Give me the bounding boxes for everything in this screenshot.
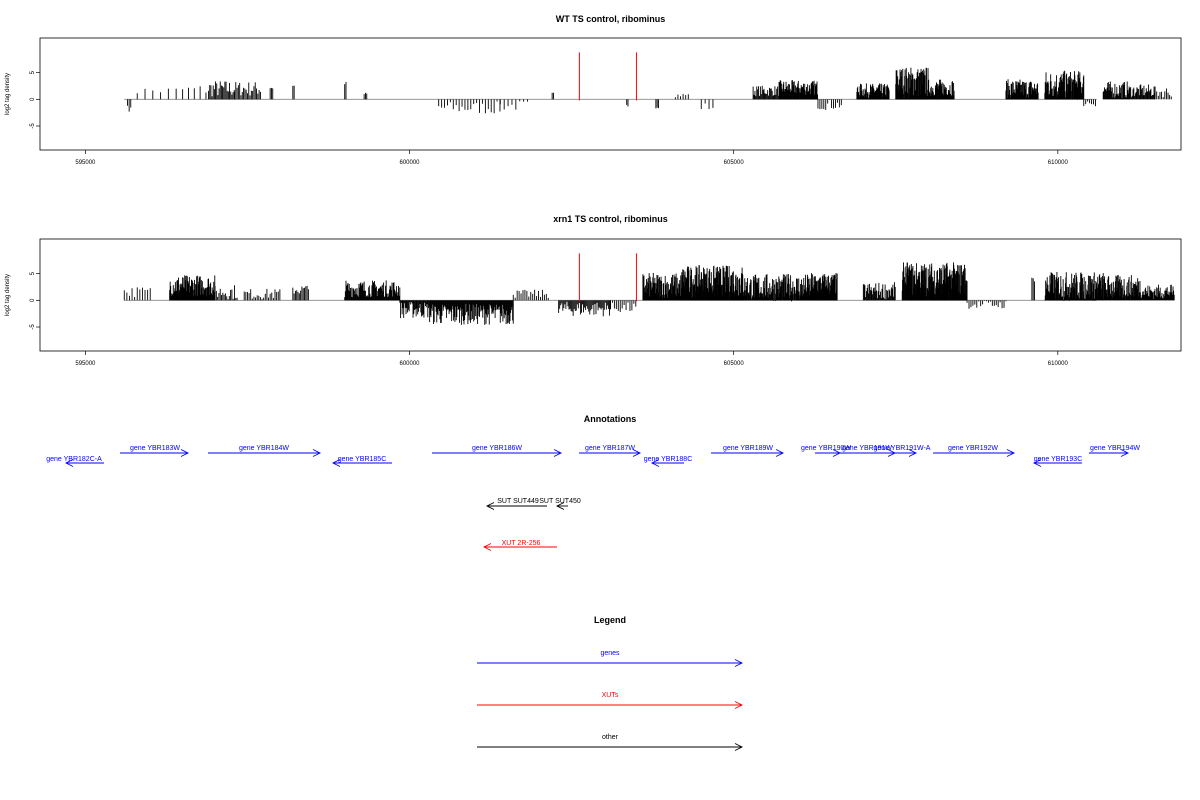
feature-arrow-head — [650, 459, 660, 467]
feature-label: gene YBR191W-A — [874, 445, 931, 452]
signal-panel: xrn1 TS control, ribominus log2 tag densi… — [5, 214, 1182, 367]
annotation-feature: gene YBR182C-A — [46, 456, 104, 467]
y-axis-label: log2 tag density — [5, 73, 11, 115]
feature-arrow-head — [64, 459, 74, 467]
feature-label: gene YBR184W — [239, 445, 289, 452]
x-tick-label: 610000 — [1048, 160, 1069, 166]
y-tick-label: 0 — [30, 97, 36, 101]
legend-label: other — [602, 734, 619, 741]
x-tick-label: 605000 — [724, 361, 745, 367]
plot-frame — [39, 37, 1182, 151]
feature-label: gene YBR188C — [644, 456, 693, 463]
annotations-title: Annotations — [584, 414, 637, 424]
annotation-feature: gene YBR194W — [1089, 445, 1140, 457]
legend-entry: other — [477, 734, 744, 751]
feature-arrow-head — [908, 449, 918, 457]
feature-arrow-head — [180, 449, 190, 457]
annotation-feature: SUT SUT450 — [539, 498, 581, 510]
legend-label: genes — [600, 650, 620, 657]
feature-arrow-head — [331, 459, 341, 467]
annotation-feature: gene YBR189W — [711, 445, 785, 457]
x-tick-label: 595000 — [75, 361, 96, 367]
feature-label: gene YBR191W — [842, 445, 892, 452]
feature-label: XUT 2R-256 — [502, 540, 541, 547]
annotation-feature: gene YBR184W — [208, 445, 322, 457]
annotation-feature: gene YBR192W — [933, 445, 1016, 457]
annotations-track: Annotations gene YBR182C-A gene YBR183W gen… — [46, 414, 1140, 551]
annotation-feature: SUT SUT449 — [485, 498, 547, 510]
legend-label: XUTs — [602, 692, 619, 699]
y-tick-label: -5 — [30, 123, 36, 129]
annotation-feature: gene YBR193C — [1032, 456, 1083, 467]
legend-title: Legend — [594, 615, 626, 625]
feature-label: gene YBR185C — [338, 456, 387, 463]
x-tick-label: 595000 — [75, 160, 96, 166]
annotation-feature: gene YBR183W — [120, 445, 190, 457]
panel-title: xrn1 TS control, ribominus — [553, 214, 668, 224]
feature-label: gene YBR187W — [585, 445, 635, 452]
feature-label: gene YBR192W — [948, 445, 998, 452]
feature-arrow-head — [1006, 449, 1016, 457]
y-tick-label: -5 — [30, 324, 36, 330]
feature-label: gene YBR194W — [1090, 445, 1140, 452]
y-tick-label: 0 — [30, 298, 36, 302]
legend-arrow-head — [734, 743, 744, 751]
legend-entry: XUTs — [477, 692, 744, 709]
signal-panel: WT TS control, ribominus log2 tag density… — [5, 14, 1182, 166]
feature-label: SUT SUT449 — [497, 498, 539, 505]
signal-bars — [127, 67, 1172, 114]
legend-arrow-head — [734, 659, 744, 667]
signal-bars — [123, 262, 1175, 325]
annotation-feature: XUT 2R-256 — [482, 540, 557, 551]
feature-arrow-head — [482, 543, 492, 551]
legend-entry: genes — [477, 650, 744, 667]
x-tick-label: 610000 — [1048, 361, 1069, 367]
feature-label: gene YBR182C-A — [46, 456, 102, 463]
annotation-feature: gene YBR185C — [331, 456, 392, 467]
feature-arrow-head — [775, 449, 785, 457]
feature-arrow-head — [312, 449, 322, 457]
annotation-feature: gene YBR187W — [579, 445, 642, 457]
feature-label: gene YBR183W — [130, 445, 180, 452]
feature-arrow-head — [632, 449, 642, 457]
legend-arrow-head — [734, 701, 744, 709]
x-tick-label: 605000 — [724, 160, 745, 166]
feature-label: gene YBR190W — [801, 445, 851, 452]
plot-frame — [39, 238, 1182, 352]
feature-label: SUT SUT450 — [539, 498, 581, 505]
x-tick-label: 600000 — [400, 160, 421, 166]
feature-label: gene YBR189W — [723, 445, 773, 452]
feature-arrow-head — [1032, 459, 1042, 467]
legend: Legend genes XUTs other — [477, 615, 744, 751]
feature-arrow-head — [1120, 449, 1130, 457]
feature-arrow-head — [553, 449, 563, 457]
annotation-feature: gene YBR191W-A — [868, 445, 931, 457]
x-tick-label: 600000 — [400, 361, 421, 367]
y-tick-label: 5 — [30, 271, 36, 275]
feature-label: gene YBR186W — [472, 445, 522, 452]
feature-arrow-head — [555, 502, 565, 510]
y-axis-label: log2 tag density — [5, 274, 11, 316]
y-tick-label: 5 — [30, 70, 36, 74]
panel-title: WT TS control, ribominus — [556, 14, 666, 24]
annotation-feature: gene YBR188C — [644, 456, 693, 467]
feature-arrow-head — [485, 502, 495, 510]
annotation-feature: gene YBR186W — [432, 445, 563, 457]
feature-label: gene YBR193C — [1034, 456, 1083, 463]
